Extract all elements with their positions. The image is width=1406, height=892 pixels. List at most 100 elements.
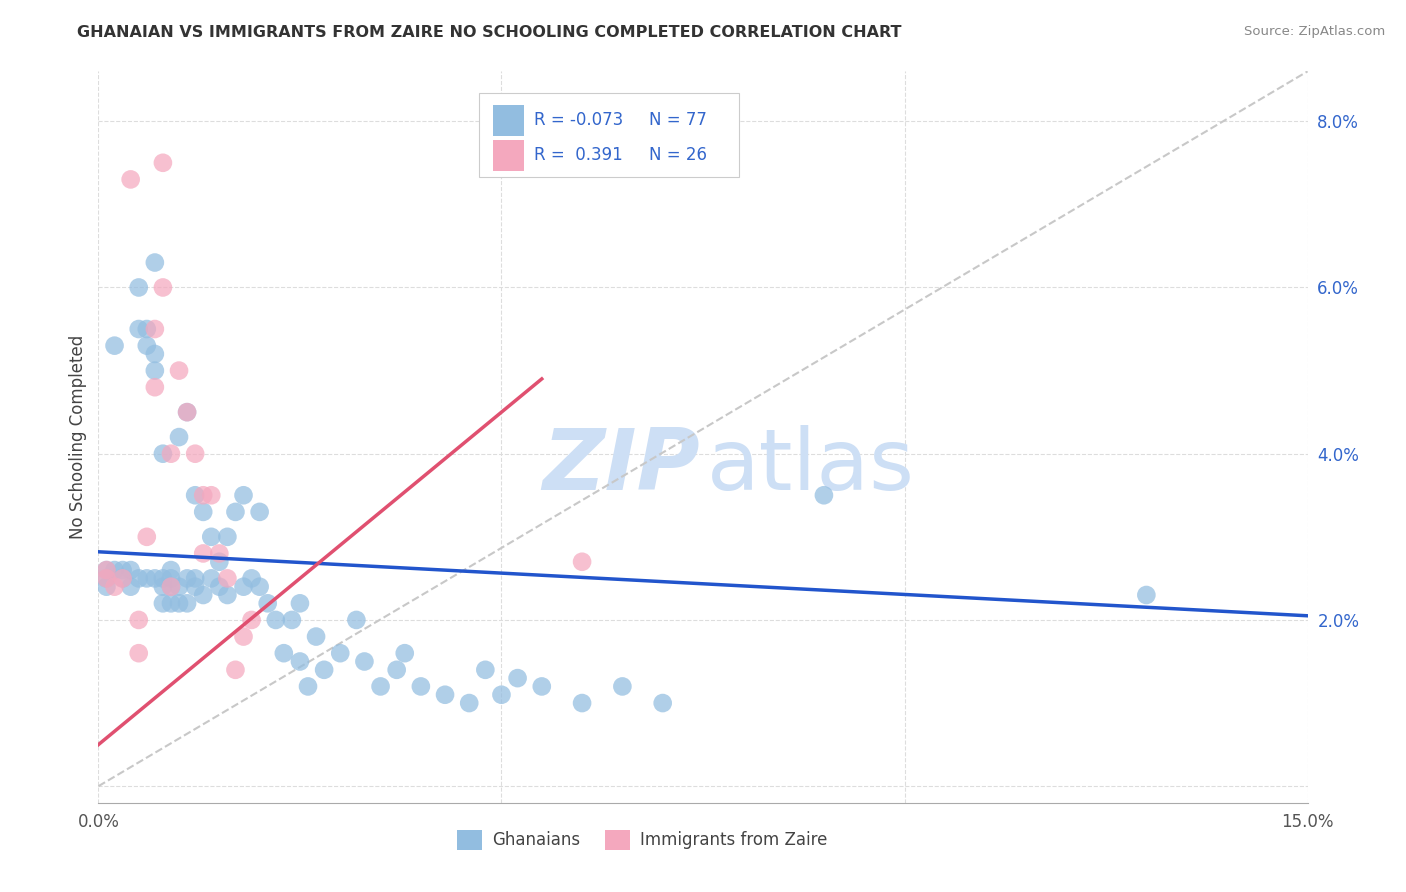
- Point: [193, 588, 215, 602]
- Point: [232, 580, 254, 594]
- Point: [152, 155, 174, 169]
- Point: [128, 322, 150, 336]
- Point: [152, 571, 174, 585]
- Point: [128, 571, 150, 585]
- Point: [249, 505, 271, 519]
- Point: [353, 655, 375, 669]
- Y-axis label: No Schooling Completed: No Schooling Completed: [69, 335, 87, 539]
- Point: [232, 630, 254, 644]
- Point: [506, 671, 529, 685]
- Point: [193, 488, 215, 502]
- Point: [176, 596, 198, 610]
- Text: R = -0.073: R = -0.073: [534, 112, 623, 129]
- Point: [152, 580, 174, 594]
- Point: [152, 280, 174, 294]
- Point: [273, 646, 295, 660]
- Point: [208, 546, 231, 560]
- Point: [143, 255, 166, 269]
- Point: [160, 580, 183, 594]
- Point: [96, 571, 118, 585]
- Point: [143, 347, 166, 361]
- Point: [96, 563, 118, 577]
- Point: [135, 530, 157, 544]
- Point: [96, 563, 118, 577]
- Point: [305, 630, 328, 644]
- Point: [160, 596, 183, 610]
- Point: [217, 530, 239, 544]
- Point: [176, 571, 198, 585]
- Point: [167, 596, 190, 610]
- Point: [103, 338, 125, 352]
- Point: [143, 380, 166, 394]
- Point: [224, 663, 246, 677]
- Point: [571, 696, 593, 710]
- Point: [103, 580, 125, 594]
- Point: [344, 613, 367, 627]
- Point: [184, 571, 207, 585]
- Point: [167, 430, 190, 444]
- Point: [394, 646, 416, 660]
- Text: R =  0.391: R = 0.391: [534, 146, 623, 164]
- FancyBboxPatch shape: [492, 105, 524, 136]
- Point: [200, 571, 222, 585]
- Point: [224, 505, 246, 519]
- Text: Source: ZipAtlas.com: Source: ZipAtlas.com: [1244, 25, 1385, 38]
- Point: [612, 680, 634, 694]
- Point: [217, 588, 239, 602]
- Point: [160, 447, 183, 461]
- Point: [1135, 588, 1157, 602]
- Point: [143, 363, 166, 377]
- Point: [143, 571, 166, 585]
- Point: [208, 555, 231, 569]
- Point: [385, 663, 408, 677]
- Point: [314, 663, 336, 677]
- Text: N = 77: N = 77: [648, 112, 706, 129]
- Point: [176, 405, 198, 419]
- Point: [143, 322, 166, 336]
- Point: [193, 505, 215, 519]
- Point: [152, 596, 174, 610]
- Point: [184, 580, 207, 594]
- Point: [813, 488, 835, 502]
- Point: [249, 580, 271, 594]
- Point: [135, 338, 157, 352]
- Point: [264, 613, 287, 627]
- Point: [120, 563, 142, 577]
- Point: [160, 571, 183, 585]
- Point: [240, 571, 263, 585]
- Point: [167, 580, 190, 594]
- Legend: Ghanaians, Immigrants from Zaire: Ghanaians, Immigrants from Zaire: [451, 823, 834, 856]
- Point: [176, 405, 198, 419]
- Text: N = 26: N = 26: [648, 146, 707, 164]
- Point: [160, 563, 183, 577]
- Point: [120, 172, 142, 186]
- Point: [200, 488, 222, 502]
- Point: [571, 555, 593, 569]
- Text: ZIP: ZIP: [541, 425, 699, 508]
- Point: [458, 696, 481, 710]
- Text: atlas: atlas: [707, 425, 915, 508]
- Point: [281, 613, 304, 627]
- Point: [256, 596, 278, 610]
- Point: [434, 688, 457, 702]
- Point: [329, 646, 352, 660]
- Point: [128, 613, 150, 627]
- Point: [184, 488, 207, 502]
- Point: [111, 571, 134, 585]
- Point: [103, 563, 125, 577]
- Point: [474, 663, 496, 677]
- Point: [409, 680, 432, 694]
- Point: [208, 580, 231, 594]
- Point: [200, 530, 222, 544]
- Point: [128, 280, 150, 294]
- Point: [288, 596, 311, 610]
- Point: [232, 488, 254, 502]
- Point: [491, 688, 513, 702]
- Point: [217, 571, 239, 585]
- Point: [370, 680, 392, 694]
- FancyBboxPatch shape: [492, 140, 524, 171]
- Point: [240, 613, 263, 627]
- Text: GHANAIAN VS IMMIGRANTS FROM ZAIRE NO SCHOOLING COMPLETED CORRELATION CHART: GHANAIAN VS IMMIGRANTS FROM ZAIRE NO SCH…: [77, 25, 901, 40]
- Point: [96, 580, 118, 594]
- Point: [111, 563, 134, 577]
